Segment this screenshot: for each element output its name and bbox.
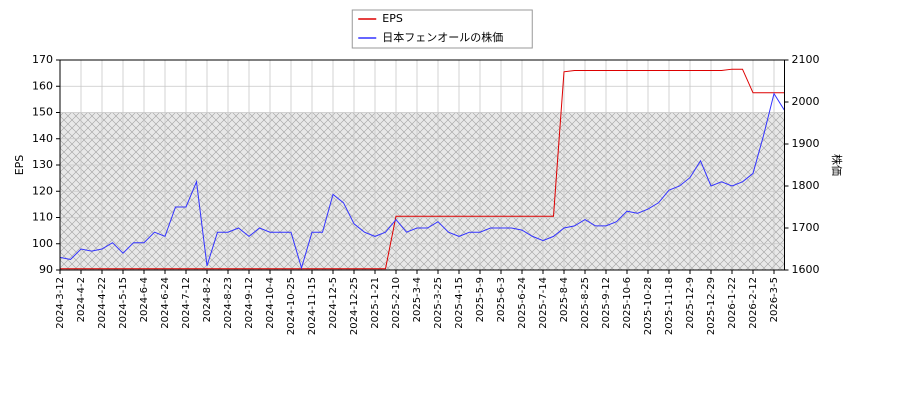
x-tick-label: 2024-9-12 xyxy=(244,277,255,329)
x-tick-label: 2025-6-3 xyxy=(496,277,507,322)
x-tick-label: 2024-5-15 xyxy=(118,277,129,329)
x-tick-label: 2024-4-22 xyxy=(97,277,108,329)
x-tick-label: 2025-9-12 xyxy=(601,277,612,329)
x-tick-label: 2024-4-2 xyxy=(76,277,87,322)
legend-box xyxy=(351,9,533,49)
x-tick-label: 2025-7-14 xyxy=(538,277,549,329)
x-tick-label: 2024-10-4 xyxy=(265,277,276,329)
y2-tick-label: 2000 xyxy=(792,95,820,108)
x-tick-label: 2025-8-25 xyxy=(580,277,591,329)
x-tick-label: 2024-8-2 xyxy=(202,277,213,322)
x-tick-label: 2025-3-25 xyxy=(433,277,444,329)
x-tick-label: 2026-3-5 xyxy=(769,277,780,322)
y2-tick-label: 2100 xyxy=(792,53,820,66)
y2-tick-label: 1900 xyxy=(792,137,820,150)
x-tick-label: 2025-12-9 xyxy=(685,277,696,329)
x-tick-label: 2024-7-12 xyxy=(181,277,192,329)
y2-tick-label: 1700 xyxy=(792,221,820,234)
y-axis-label: EPS xyxy=(13,155,26,176)
legend-label: EPS xyxy=(382,12,403,25)
y2-axis-label: 株価 xyxy=(830,154,844,176)
y-tick-label: 160 xyxy=(32,79,53,92)
x-tick-label: 2025-8-4 xyxy=(559,277,570,322)
y-tick-label: 150 xyxy=(32,106,53,119)
x-tick-label: 2025-4-15 xyxy=(454,277,465,329)
x-tick-label: 2024-3-12 xyxy=(55,277,66,329)
y-tick-label: 140 xyxy=(32,132,53,145)
y-tick-label: 130 xyxy=(32,158,53,171)
x-tick-label: 2024-10-25 xyxy=(286,277,297,335)
x-tick-label: 2026-2-12 xyxy=(748,277,759,329)
x-tick-label: 2024-6-4 xyxy=(139,277,150,322)
x-tick-label: 2025-3-4 xyxy=(412,277,423,322)
y-tick-label: 170 xyxy=(32,53,53,66)
x-tick-label: 2024-12-5 xyxy=(328,277,339,329)
legend-label: 日本フェンオールの株価 xyxy=(382,30,503,44)
x-tick-label: 2026-1-22 xyxy=(727,277,738,329)
plot-frame xyxy=(59,59,785,271)
x-tick-label: 2025-11-18 xyxy=(664,277,675,335)
y-tick-label: 110 xyxy=(32,211,53,224)
lines xyxy=(59,68,785,270)
x-tick-label: 2024-12-25 xyxy=(349,277,360,335)
x-tick-label: 2025-1-21 xyxy=(370,277,381,329)
x-tick-label: 2025-2-10 xyxy=(391,277,402,329)
x-tick-label: 2025-6-24 xyxy=(517,277,528,329)
x-tick-label: 2025-10-6 xyxy=(622,277,633,329)
axes: 90 100 110 120 130 140 150 160 170 1600 1700 1800 19… xyxy=(32,53,820,335)
x-tick-label: 2025-5-9 xyxy=(475,277,486,322)
x-tick-label: 2024-6-24 xyxy=(160,277,171,329)
x-tick-label: 2024-8-23 xyxy=(223,277,234,329)
legend: EPS 日本フェンオールの株価 xyxy=(351,9,533,49)
series-line xyxy=(59,92,785,270)
series-line xyxy=(60,68,785,270)
y-tick-label: 100 xyxy=(32,237,53,250)
grid xyxy=(59,59,785,271)
y2-tick-label: 1800 xyxy=(792,179,820,192)
y-tick-label: 120 xyxy=(32,184,53,197)
y2-tick-label: 1600 xyxy=(792,263,820,276)
x-tick-label: 2025-10-28 xyxy=(643,277,654,335)
y-tick-label: 90 xyxy=(39,263,53,276)
x-tick-label: 2025-12-29 xyxy=(706,277,717,335)
x-tick-label: 2024-11-15 xyxy=(307,277,318,335)
